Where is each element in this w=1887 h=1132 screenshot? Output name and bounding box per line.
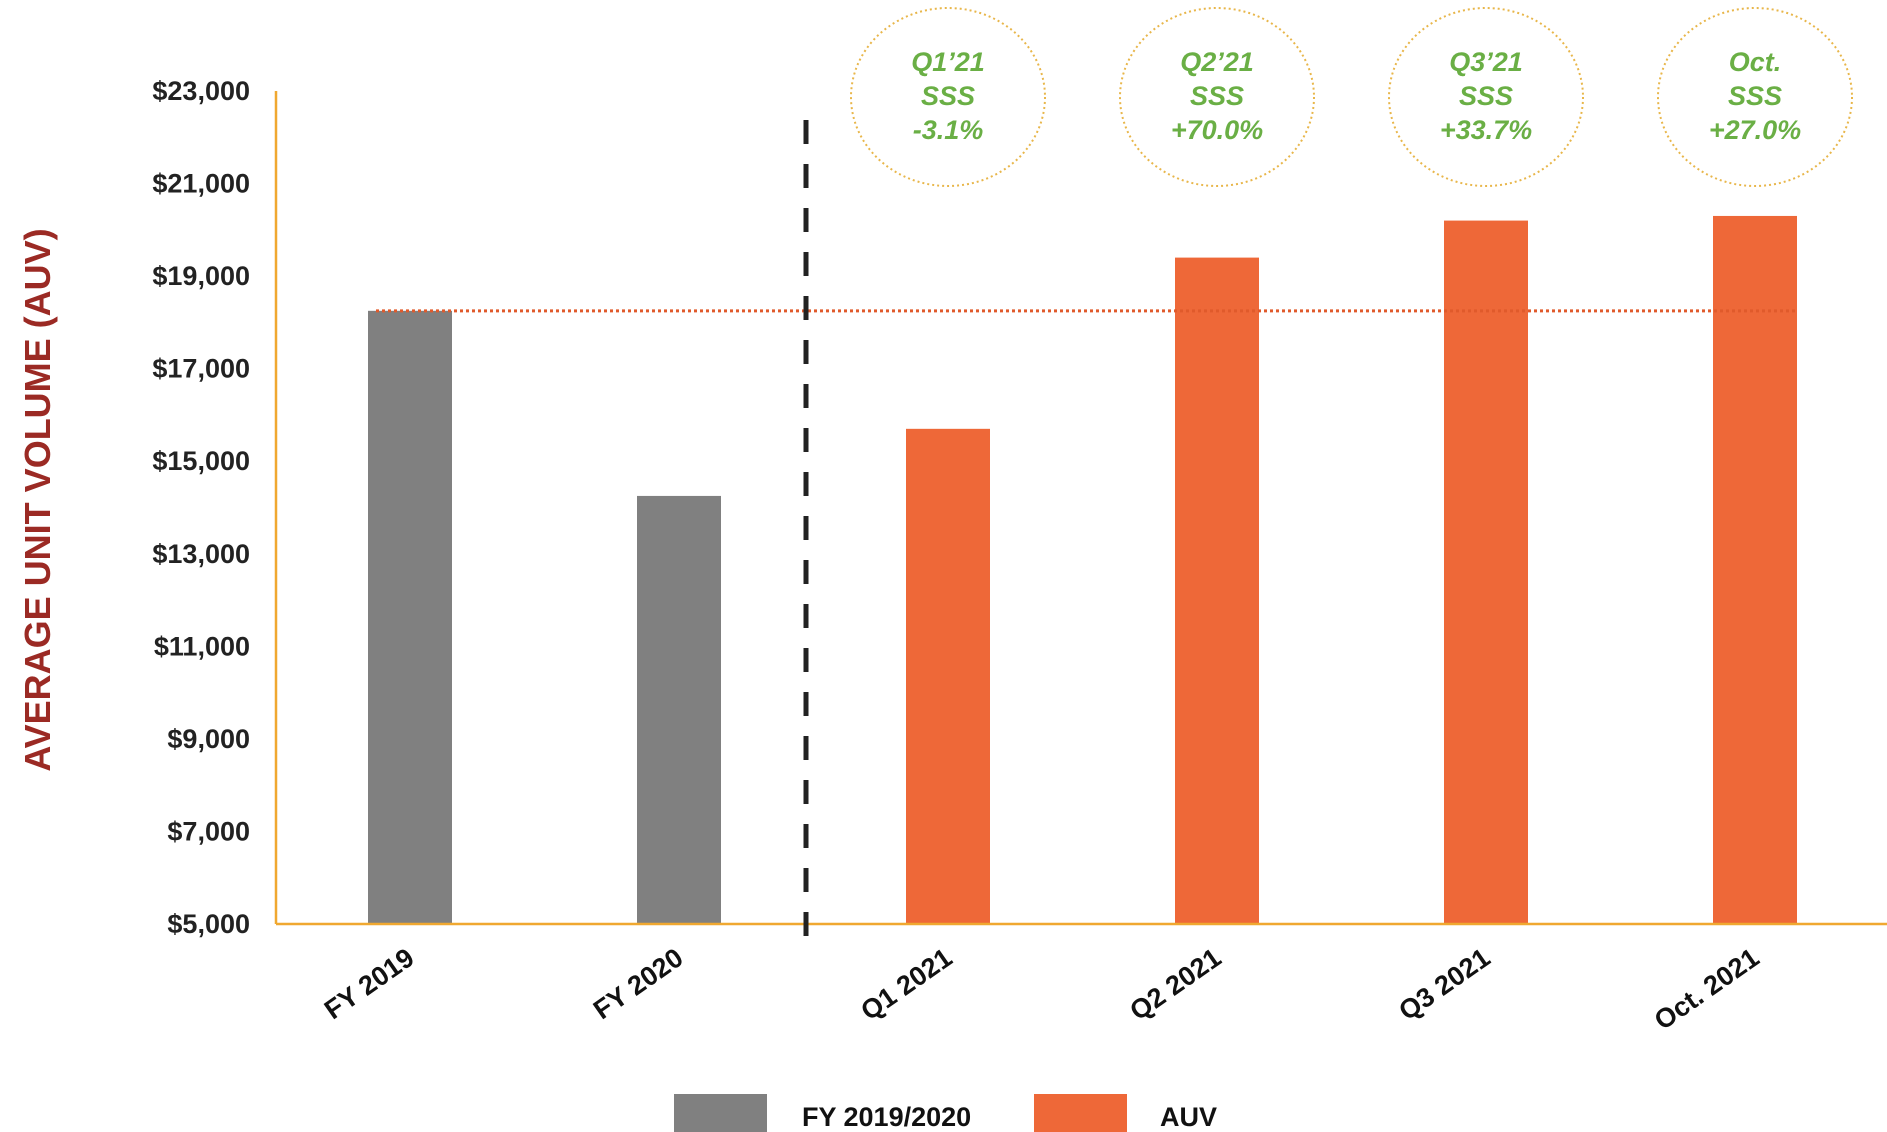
legend: FY 2019/2020 AUV xyxy=(674,1094,1217,1132)
legend-label: FY 2019/2020 xyxy=(802,1102,971,1132)
x-tick-label: Q3 2021 xyxy=(1393,942,1495,1026)
legend-label: AUV xyxy=(1160,1102,1217,1132)
y-tick-label: $23,000 xyxy=(152,76,250,106)
x-tick-label: Q2 2021 xyxy=(1124,942,1226,1026)
bar-4 xyxy=(1444,220,1528,925)
y-tick-label: $11,000 xyxy=(154,631,250,661)
legend-swatch xyxy=(1034,1094,1127,1132)
annotation-text: +70.0% xyxy=(1171,115,1263,145)
legend-item: AUV xyxy=(1034,1094,1217,1132)
legend-item: FY 2019/2020 xyxy=(674,1094,971,1132)
annotation-text: -3.1% xyxy=(913,115,984,145)
y-tick-label: $15,000 xyxy=(152,446,250,476)
sss-annotation: Q2’21 SSS +70.0% xyxy=(1119,7,1315,187)
legend-swatch xyxy=(674,1094,767,1132)
annotation-text: SSS xyxy=(921,81,975,111)
bar-0 xyxy=(368,310,452,924)
y-tick-label: $9,000 xyxy=(167,724,250,754)
annotation-text: SSS xyxy=(1459,81,1513,111)
x-tick-label: FY 2020 xyxy=(588,942,688,1025)
y-axis-title: AVERAGE UNIT VOLUME (AUV) xyxy=(17,228,58,771)
annotation-text: +27.0% xyxy=(1709,115,1801,145)
annotation-text: Q3’21 xyxy=(1449,47,1523,77)
y-tick-label: $13,000 xyxy=(152,539,250,569)
annotation-circle xyxy=(1119,7,1315,187)
bar-3 xyxy=(1175,257,1259,925)
y-tick-label: $19,000 xyxy=(152,261,250,291)
sss-annotation: Q1’21 SSS -3.1% xyxy=(850,7,1046,187)
annotation-text: SSS xyxy=(1190,81,1244,111)
annotation-text: Q1’21 xyxy=(911,47,985,77)
annotation-circle xyxy=(850,7,1046,187)
sss-annotation: Q3’21 SSS +33.7% xyxy=(1388,7,1584,187)
x-tick-label: Q1 2021 xyxy=(855,942,957,1026)
y-axis-ticks: $5,000 $7,000 $9,000 $11,000 $13,000 $15,000 $… xyxy=(152,76,250,939)
bar-2 xyxy=(906,428,990,924)
annotation-circle xyxy=(1388,7,1584,187)
y-tick-label: $17,000 xyxy=(152,354,250,384)
bar-1 xyxy=(637,495,721,924)
y-tick-label: $21,000 xyxy=(152,169,250,199)
annotation-text: SSS xyxy=(1728,81,1782,111)
annotation-text: Q2’21 xyxy=(1180,47,1254,77)
y-tick-label: $7,000 xyxy=(167,816,250,846)
bar-5 xyxy=(1713,215,1797,924)
annotation-circle xyxy=(1657,7,1853,187)
annotation-text: +33.7% xyxy=(1440,115,1532,145)
x-tick-label: FY 2019 xyxy=(319,942,419,1025)
y-tick-label: $5,000 xyxy=(167,909,250,939)
x-tick-label: Oct. 2021 xyxy=(1649,942,1765,1035)
x-axis-labels: FY 2019 FY 2020 Q1 2021 Q2 2021 Q3 2021 Oct. … xyxy=(319,942,1764,1035)
sss-annotation: Oct. SSS +27.0% xyxy=(1657,7,1853,187)
annotation-text: Oct. xyxy=(1729,47,1782,77)
bars xyxy=(368,215,1797,925)
sss-annotations: Q1’21 SSS -3.1% Q2’21 SSS +70.0% Q3’21 SSS +33.7… xyxy=(850,7,1853,187)
